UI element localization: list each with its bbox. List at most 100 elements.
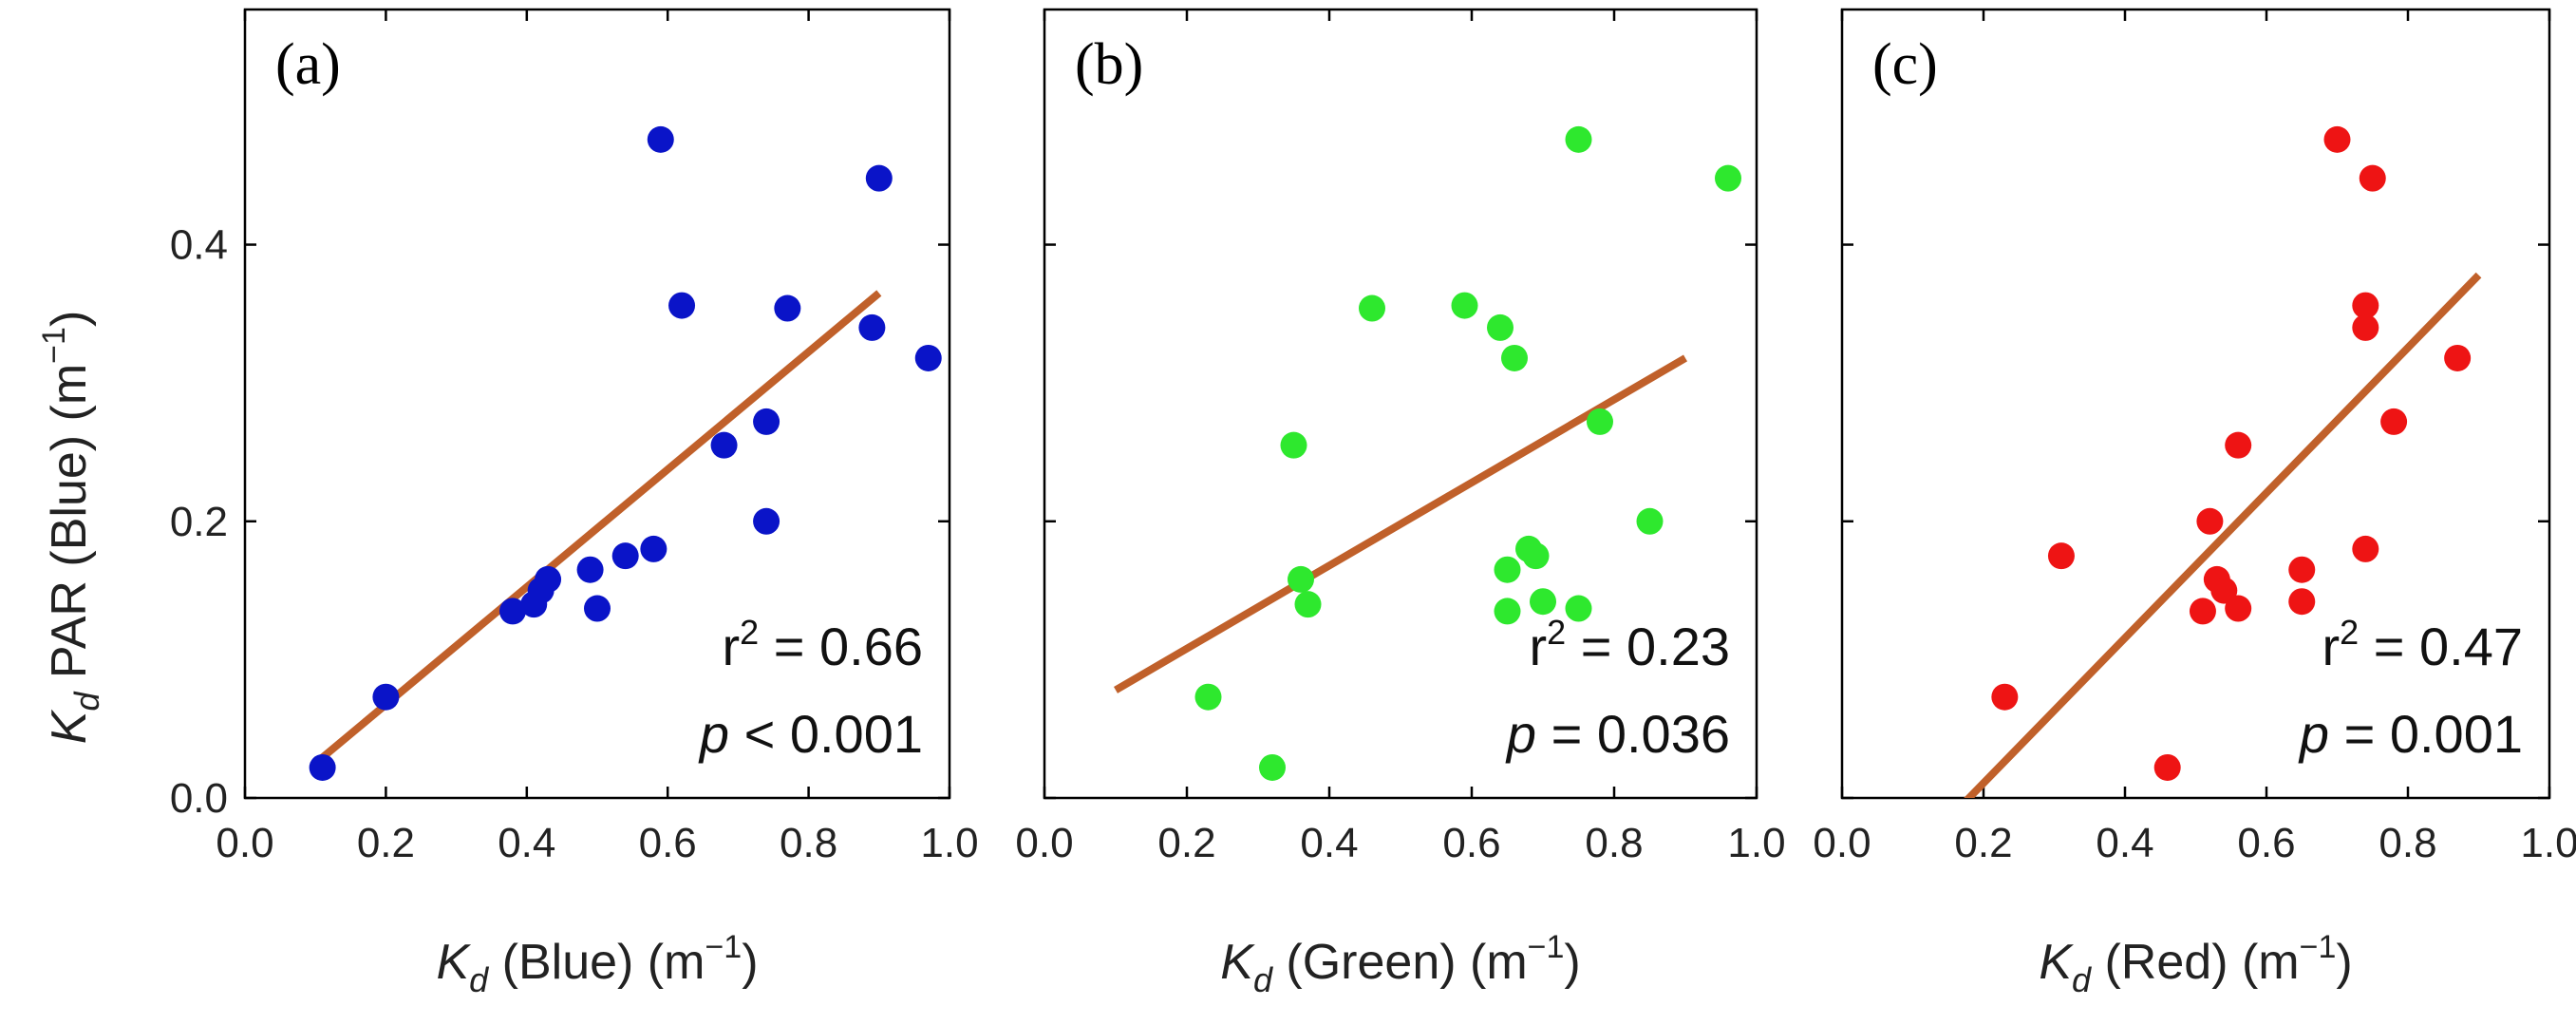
data-point — [2323, 125, 2351, 153]
r-squared-label: r2 = 0.47 — [2322, 613, 2524, 676]
r-squared-label: r2 = 0.23 — [1530, 613, 1731, 676]
x-axis-title-symbol: K — [436, 935, 471, 990]
r-squared-value: = 0.47 — [2359, 617, 2523, 676]
x-tick-label: 0.8 — [780, 820, 837, 866]
x-axis-title: Kd (Blue) (m−1) — [436, 929, 758, 999]
x-tick-label: 0.0 — [1015, 820, 1073, 866]
r-squared-symbol: r — [2322, 617, 2341, 676]
panel-tag: (a) — [275, 32, 341, 97]
data-point — [640, 535, 668, 562]
x-tick-label: 0.8 — [2379, 820, 2436, 866]
data-point — [1530, 588, 1556, 616]
panel-2: 0.0 0.2 0.4 0.6 0.8 1.0 (b) r2 = 0.23 p = 0.036 K… — [1015, 8, 1786, 999]
data-point — [774, 294, 801, 322]
data-point — [858, 313, 886, 341]
r-squared-value: = 0.23 — [1566, 617, 1730, 676]
data-point — [1587, 408, 1613, 435]
y-tick-label: 0.0 — [170, 775, 228, 822]
x-axis-title-close: ) — [742, 935, 758, 990]
x-axis-title-symbol: K — [1220, 935, 1255, 990]
data-point — [2288, 588, 2316, 616]
x-tick-label: 0.4 — [498, 820, 555, 866]
data-point — [2352, 535, 2379, 562]
r-squared-label: r2 = 0.66 — [723, 613, 924, 676]
data-point — [1636, 507, 1664, 535]
data-point — [2352, 292, 2379, 319]
data-point — [2380, 408, 2408, 435]
data-point — [753, 507, 780, 535]
data-point — [1294, 591, 1322, 618]
x-axis-title-close: ) — [2336, 935, 2352, 990]
data-point — [2288, 556, 2316, 583]
data-point — [1565, 595, 1592, 622]
data-point — [1259, 753, 1286, 781]
data-point — [914, 344, 942, 371]
x-tick-label: 0.2 — [1157, 820, 1215, 866]
data-point — [2189, 598, 2216, 625]
data-point — [2359, 164, 2386, 192]
x-axis-title-exponent: −1 — [2300, 929, 2337, 965]
r-squared-exponent: 2 — [2340, 613, 2359, 652]
regression-line — [1964, 272, 2482, 798]
data-point — [2210, 577, 2238, 604]
x-axis-title-exponent: −1 — [1528, 929, 1565, 965]
x-tick-label: 0.4 — [1300, 820, 1358, 866]
r-squared-exponent: 2 — [740, 613, 759, 652]
p-value-label: p < 0.001 — [698, 704, 923, 764]
x-axis-title-subscript: d — [1253, 960, 1273, 999]
data-point — [1359, 294, 1385, 322]
data-point — [576, 556, 604, 583]
data-point — [2225, 595, 2252, 622]
r-squared-symbol: r — [1530, 617, 1548, 676]
data-point — [2153, 753, 2181, 781]
data-point — [1451, 292, 1478, 319]
x-tick-label: 0.2 — [1954, 820, 2012, 866]
r-squared-value: = 0.66 — [759, 617, 923, 676]
data-point — [2225, 431, 2252, 459]
x-tick-label: 0.4 — [2096, 820, 2153, 866]
data-point — [865, 164, 893, 192]
x-axis-title-subscript: d — [469, 960, 489, 999]
data-point — [584, 595, 611, 622]
x-axis-title-text: (Blue) (m — [488, 935, 705, 990]
data-point — [535, 565, 562, 593]
data-point — [1487, 313, 1514, 341]
r-squared-exponent: 2 — [1547, 613, 1566, 652]
data-point — [668, 292, 696, 319]
p-value: = 0.001 — [2329, 704, 2523, 764]
x-tick-label: 1.0 — [1727, 820, 1785, 866]
y-tick-label: 0.4 — [170, 222, 228, 269]
data-point — [710, 431, 738, 459]
r-squared-symbol: r — [723, 617, 741, 676]
data-point — [1288, 565, 1314, 593]
y-axis-title: Kd PAR (Blue) (m−1) — [36, 311, 106, 745]
data-point — [2047, 542, 2075, 570]
panel-1: 0.0 0.2 0.4 0.6 0.8 1.0 0.0 0.2 0.4 (a) r2 = 0.66 p… — [170, 8, 979, 999]
p-value: < 0.001 — [729, 704, 923, 764]
p-value-label: p = 0.001 — [2298, 704, 2523, 764]
x-axis-title: Kd (Green) (m−1) — [1220, 929, 1581, 999]
data-point — [611, 542, 639, 570]
x-axis-title-symbol: K — [2039, 935, 2074, 990]
data-point — [753, 408, 780, 435]
regression-line — [312, 290, 882, 767]
panel-frame — [1840, 8, 2551, 800]
data-point — [1715, 164, 1741, 192]
p-value: = 0.036 — [1536, 704, 1730, 764]
y-tick-label: 0.2 — [170, 499, 228, 545]
x-tick-label: 0.2 — [357, 820, 415, 866]
x-tick-label: 0.6 — [639, 820, 697, 866]
p-symbol: p — [698, 704, 729, 764]
data-point — [2444, 344, 2472, 371]
x-axis-title-text: (Red) (m — [2091, 935, 2300, 990]
x-tick-label: 0.0 — [1813, 820, 1871, 866]
data-point — [1991, 683, 2019, 711]
x-tick-label: 0.6 — [2237, 820, 2295, 866]
panel-frame — [243, 8, 951, 800]
x-axis-title-text: (Green) (m — [1272, 935, 1528, 990]
x-tick-label: 0.0 — [216, 820, 273, 866]
x-axis-title: Kd (Red) (m−1) — [2039, 929, 2352, 999]
p-value-label: p = 0.036 — [1505, 704, 1730, 764]
x-tick-label: 1.0 — [2520, 820, 2576, 866]
